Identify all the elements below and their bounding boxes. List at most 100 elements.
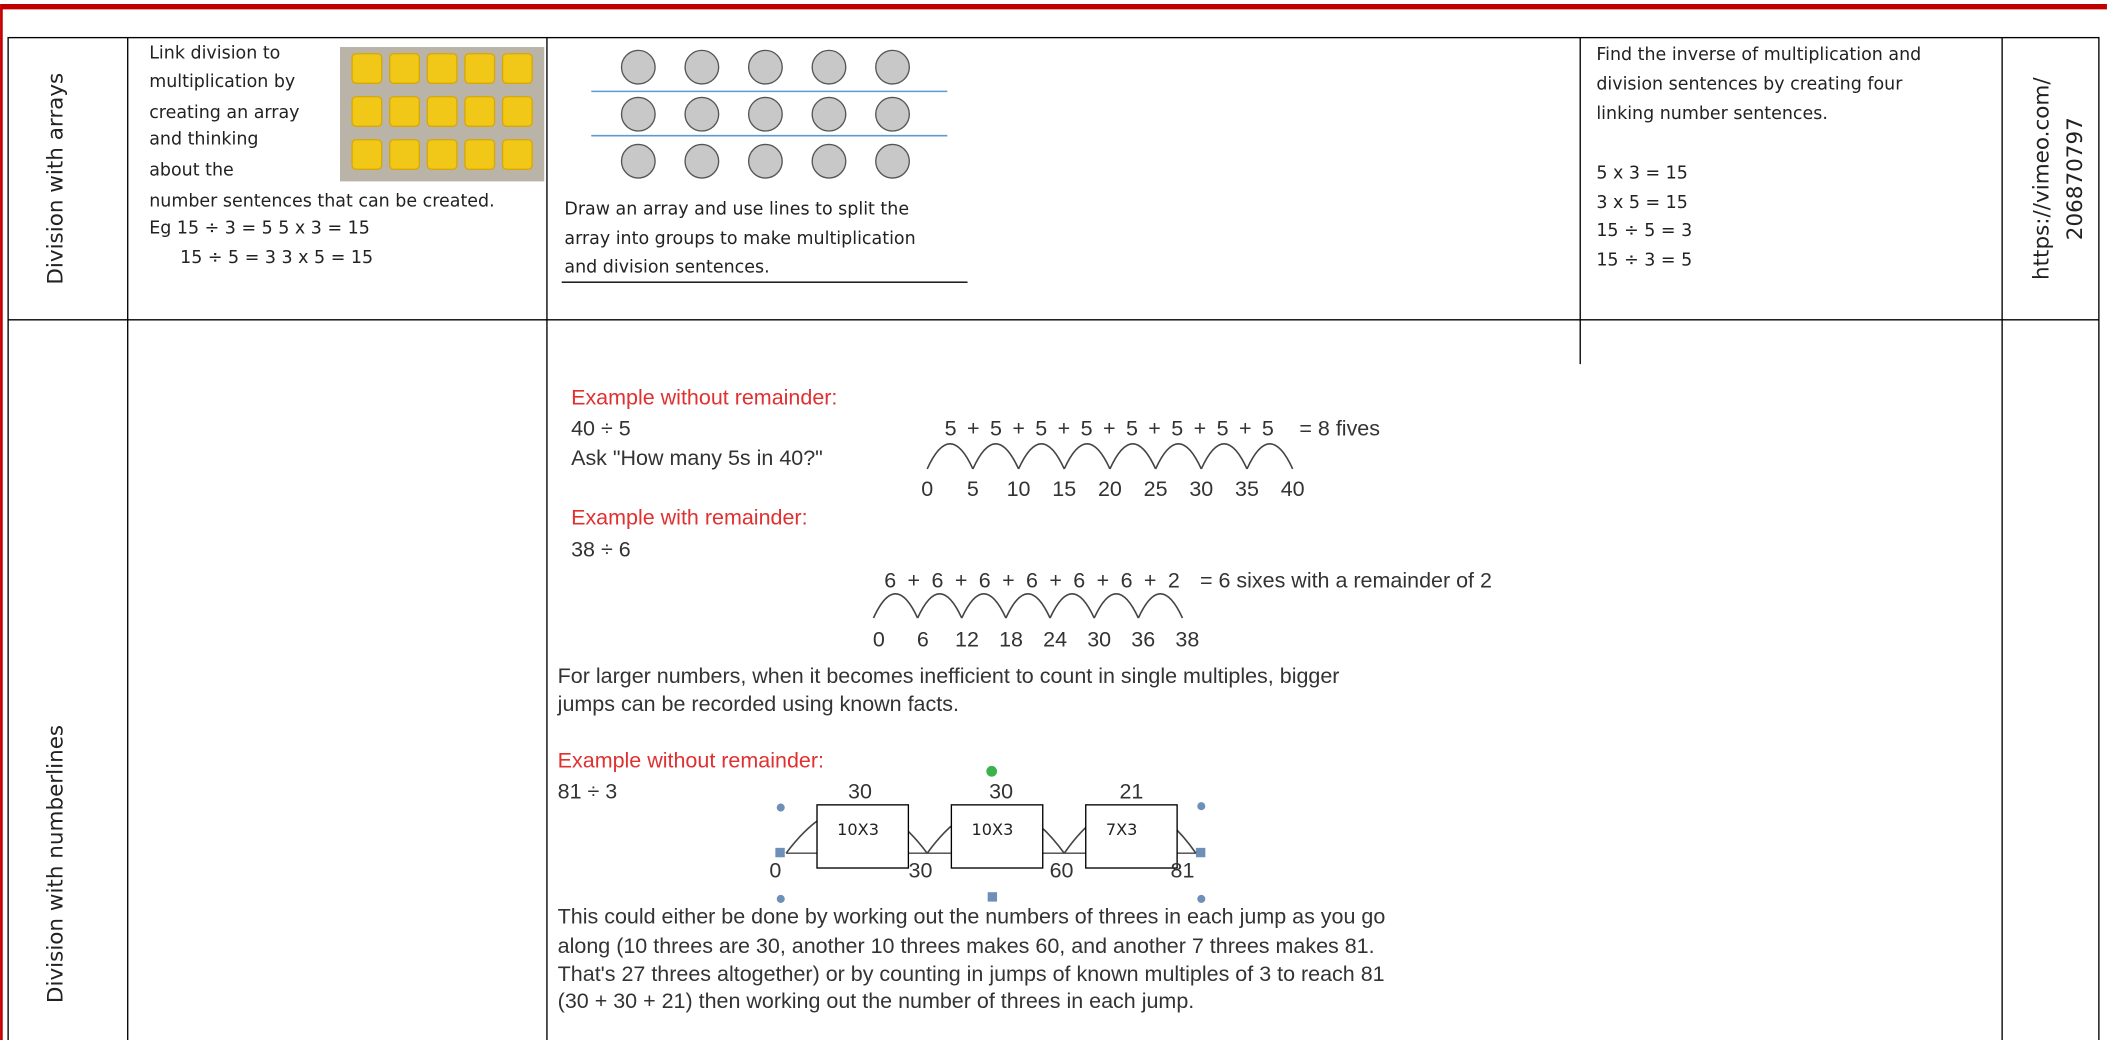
- paragraph-line: For larger numbers, when it becomes inef…: [558, 664, 1340, 688]
- example-heading: Example with remainder:: [571, 505, 807, 529]
- numberline-mark: 10: [1007, 477, 1031, 501]
- numberline-mark: 38: [1175, 628, 1199, 652]
- abstract-sentence: 3 x 5 = 15: [1596, 193, 1688, 213]
- lego-brick: [501, 53, 533, 84]
- paragraph-line: That's 27 threes altogether) or by count…: [558, 962, 1385, 986]
- counter: [875, 143, 910, 179]
- numberline-mark: 18: [999, 628, 1023, 652]
- numberline-mark: 6: [917, 628, 929, 652]
- numberline-mark: 60: [1050, 859, 1074, 883]
- counter: [747, 49, 783, 85]
- example-heading: Example without remainder:: [558, 749, 824, 773]
- numberline-mark: 12: [955, 628, 979, 652]
- array-lines: [591, 90, 948, 137]
- caption-line: and division sentences.: [564, 257, 769, 277]
- result: = 8 fives: [1299, 417, 1380, 441]
- lego-brick: [389, 96, 420, 127]
- example-line: Eg 15 ÷ 3 = 5 5 x 3 = 15: [149, 218, 370, 238]
- numberline-mark: 30: [1189, 477, 1213, 501]
- lego-brick: [464, 96, 496, 127]
- selection-handles: [775, 765, 1206, 903]
- jump-labels: 6 + 6 + 6 + 6 + 6 + 6 + 2: [884, 568, 1180, 592]
- link: 206870797: [2063, 117, 2088, 240]
- lego-brick: [351, 53, 383, 84]
- numberline-mark: 40: [1281, 477, 1305, 501]
- example-heading: Example without remainder:: [571, 386, 837, 410]
- abstract-sentence: 15 ÷ 3 = 5: [1596, 251, 1692, 271]
- description-line: and thinking: [149, 130, 258, 150]
- counter: [811, 96, 847, 132]
- numberline-mark: 20: [1098, 477, 1122, 501]
- numberline-mark: 30: [1087, 628, 1111, 652]
- jump-arcs: [926, 443, 1294, 470]
- jump-box: [1085, 804, 1178, 869]
- numberline-mark: 36: [1131, 628, 1155, 652]
- caption-line: Draw an array and use lines to split the: [564, 200, 909, 220]
- example-question: 81 ÷ 3: [558, 779, 618, 803]
- abstract-line: division sentences by creating four: [1596, 75, 1903, 95]
- lego-brick: [389, 53, 420, 84]
- counter: [620, 96, 656, 132]
- numberline-mark: 30: [909, 859, 933, 883]
- jump-box: [816, 804, 910, 869]
- paragraph-line: jumps can be recorded using known facts.: [557, 692, 959, 716]
- numberline-mark: 35: [1235, 477, 1259, 501]
- description-line: Link division to: [149, 44, 280, 64]
- lego-brick: [464, 53, 496, 84]
- counter: [747, 96, 783, 132]
- numberline-mark: 15: [1052, 477, 1076, 501]
- numberline-mark: 24: [1043, 628, 1067, 652]
- jump-labels: 5 + 5 + 5 + 5 + 5 + 5 + 5 + 5: [945, 417, 1274, 441]
- jump-box-label: 10X3: [972, 820, 1014, 839]
- counter: [875, 96, 910, 132]
- counter: [875, 49, 910, 85]
- description-line: multiplication by: [149, 72, 295, 92]
- lego-brick: [426, 139, 458, 170]
- example-line: 38 ÷ 6: [571, 538, 631, 562]
- example-line: 15 ÷ 5 = 3 3 x 5 = 15: [180, 248, 373, 268]
- counter: [811, 49, 847, 85]
- abstract-sentence: 15 ÷ 5 = 3: [1596, 221, 1692, 241]
- row-label: Division with arrays: [43, 73, 68, 285]
- jump-arcs: [872, 593, 1184, 619]
- description-line: about the: [149, 161, 234, 181]
- jump-box-label: 10X3: [837, 820, 879, 839]
- jump-label: 21: [1119, 779, 1143, 803]
- numberline-mark: 5: [967, 477, 979, 501]
- table-grid: [7, 36, 2100, 1040]
- jump-label: 30: [989, 779, 1013, 803]
- lego-brick: [389, 139, 420, 170]
- numberline-mark: 25: [1144, 477, 1168, 501]
- abstract-sentence: 5 x 3 = 15: [1596, 163, 1688, 183]
- link: https://vimeo.com/: [2029, 77, 2054, 280]
- lego-brick: [351, 96, 383, 127]
- lego-brick: [426, 96, 458, 127]
- numberline-mark: 81: [1171, 859, 1195, 883]
- numberline-mark: 0: [769, 859, 781, 883]
- lego-brick: [351, 139, 383, 170]
- counter: [620, 49, 656, 85]
- lego-brick: [501, 96, 533, 127]
- lego-brick: [501, 139, 533, 170]
- paragraph-line: (30 + 30 + 21) then working out the numb…: [558, 989, 1195, 1013]
- counter: [684, 143, 720, 179]
- example-line: 40 ÷ 5: [571, 417, 631, 441]
- jump-label: 30: [848, 779, 872, 803]
- jump-box-label: 7X3: [1106, 820, 1138, 839]
- result: = 6 sixes with a remainder of 2: [1200, 568, 1492, 592]
- lego-brick: [464, 139, 496, 170]
- lego-brick: [426, 53, 458, 84]
- abstract-line: linking number sentences.: [1596, 104, 1828, 124]
- counter: [620, 143, 656, 179]
- counter: [747, 143, 783, 179]
- counter: [684, 96, 720, 132]
- description-line: number sentences that can be created.: [149, 192, 494, 212]
- numberline-mark: 0: [921, 477, 933, 501]
- example-line: Ask "How many 5s in 40?": [571, 446, 823, 470]
- paragraph-line: This could either be done by working out…: [558, 904, 1386, 928]
- counter: [811, 143, 847, 179]
- caption-line: array into groups to make multiplication: [564, 229, 915, 249]
- row-label: Division with numberlines: [43, 725, 68, 1003]
- numberline-mark: 0: [873, 628, 885, 652]
